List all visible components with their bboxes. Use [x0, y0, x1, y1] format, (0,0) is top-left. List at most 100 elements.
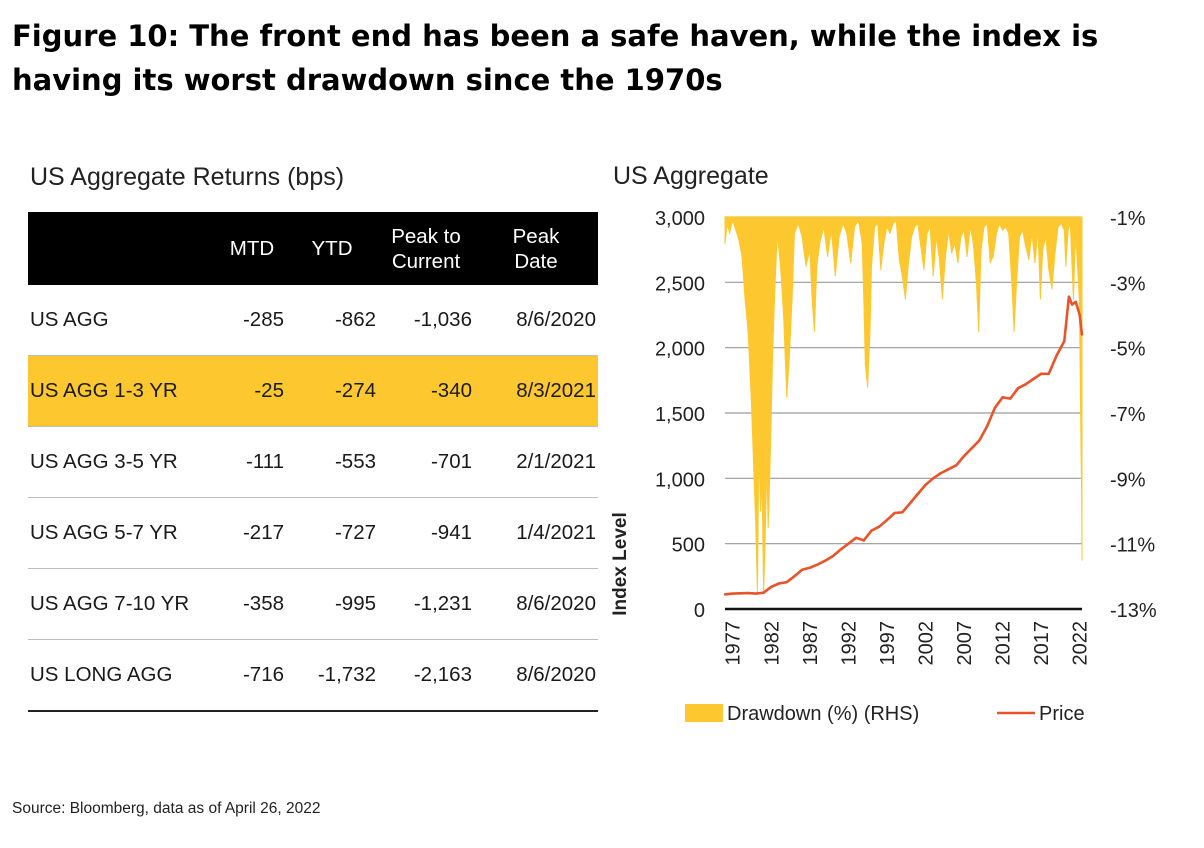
- drawdown-point: [917, 222, 919, 225]
- drawdown-point: [1005, 226, 1007, 228]
- row-name: US AGG 3-5 YR: [28, 426, 218, 498]
- drawdown-point: [809, 249, 811, 251]
- chart-title: US Aggregate: [613, 162, 769, 190]
- price-point: [1024, 383, 1027, 386]
- drawdown-point: [1078, 298, 1080, 300]
- drawdown-point: [1080, 428, 1082, 430]
- figure-title: Figure 10: The front end has been a safe…: [12, 19, 1099, 97]
- price-point: [978, 439, 981, 442]
- row-ytd: -1,732: [286, 639, 378, 712]
- drawdown-point: [914, 226, 916, 228]
- price-point: [1016, 387, 1020, 390]
- drawdown-point: [735, 229, 737, 231]
- row-name: US AGG 1-3 YR: [28, 355, 218, 427]
- y-right-tick-label: -5%: [1110, 339, 1146, 361]
- drawdown-point: [926, 232, 928, 234]
- price-point: [1078, 313, 1081, 317]
- price-point: [993, 406, 997, 409]
- price-point: [1039, 372, 1043, 375]
- drawdown-point: [1018, 236, 1021, 238]
- drawdown-point: [1013, 330, 1015, 332]
- price-point: [839, 548, 842, 551]
- price-point: [924, 483, 927, 487]
- y-axis-label: Index Level: [610, 512, 631, 616]
- x-tick-label: 2007: [954, 621, 976, 666]
- drawdown-point: [724, 242, 726, 244]
- x-tick-label: 1982: [761, 621, 783, 666]
- drawdown-point: [1028, 258, 1030, 261]
- drawdown-point: [889, 232, 891, 234]
- drawdown-point: [813, 330, 815, 332]
- drawdown-point: [932, 275, 934, 277]
- price-point: [1080, 333, 1084, 336]
- drawdown-point: [766, 461, 768, 463]
- drawdown-point: [948, 229, 950, 231]
- header-mtd: MTD: [218, 212, 286, 285]
- drawdown-point: [772, 347, 774, 349]
- price-point: [908, 502, 912, 505]
- drawdown-point: [830, 229, 832, 231]
- row-peak-date: 8/3/2021: [474, 355, 598, 427]
- x-tick-label: 1987: [800, 621, 822, 666]
- row-mtd: -716: [218, 639, 286, 712]
- price-point: [762, 591, 765, 594]
- drawdown-point: [761, 477, 763, 479]
- drawdown-point: [726, 222, 728, 225]
- price-point: [1067, 295, 1071, 298]
- drawdown-point: [764, 543, 766, 545]
- drawdown-point: [861, 242, 863, 244]
- drawdown-point: [992, 255, 994, 257]
- drawdown-point: [911, 236, 913, 238]
- row-peak-to-current: -701: [378, 426, 474, 498]
- drawdown-point: [779, 265, 782, 267]
- drawdown-point: [1071, 265, 1073, 267]
- price-point: [847, 542, 850, 545]
- drawdown-point: [758, 445, 760, 447]
- drawdown-point: [1025, 245, 1027, 247]
- drawdown-point: [1037, 229, 1039, 231]
- x-tick-label: 1992: [838, 621, 860, 666]
- row-peak-to-current: -1,231: [378, 568, 474, 640]
- header-peak-to-current: Peak to Current: [378, 212, 474, 285]
- drawdown-point: [877, 222, 879, 225]
- row-mtd: -25: [218, 355, 286, 427]
- drawdown-point: [770, 412, 772, 414]
- table-row: US AGG 5-7 YR -217 -727 -941 1/4/2021: [28, 497, 598, 569]
- price-point: [754, 592, 757, 595]
- price-point: [831, 554, 835, 558]
- drawdown-point: [986, 222, 988, 225]
- row-ytd: -727: [286, 497, 378, 569]
- y-tick-label: 2,000: [655, 339, 705, 361]
- y-right-tick-label: -13%: [1110, 600, 1157, 622]
- table-title: US Aggregate Returns (bps): [30, 163, 345, 191]
- drawdown-point: [969, 226, 971, 228]
- table-row: US LONG AGG -716 -1,732 -2,163 8/6/2020: [28, 639, 598, 712]
- drawdown-point: [867, 386, 869, 388]
- row-peak-date: 1/4/2021: [474, 497, 598, 569]
- price-point: [893, 511, 896, 515]
- header-blank: [28, 212, 218, 285]
- drawdown-point: [1042, 249, 1044, 251]
- row-name: US AGG 7-10 YR: [28, 568, 218, 640]
- price-point: [1001, 396, 1004, 399]
- price-point: [1055, 354, 1058, 357]
- price-point: [932, 477, 935, 480]
- drawdown-point: [1015, 281, 1018, 283]
- price-point: [878, 525, 881, 528]
- drawdown-point: [1011, 281, 1013, 283]
- drawdown-point: [904, 298, 906, 300]
- price-point: [885, 518, 889, 522]
- drawdown-point: [819, 242, 821, 244]
- header-peak-line2: Current: [391, 249, 461, 273]
- drawdown-point: [874, 226, 876, 228]
- x-tick-label: 2017: [1031, 621, 1053, 666]
- table-body: US AGG -285 -862 -1,036 8/6/2020 US AGG 1-3 Y…: [28, 285, 598, 712]
- drawdown-point: [1081, 559, 1083, 561]
- drawdown-point: [1048, 268, 1050, 270]
- drawdown-point: [1067, 229, 1069, 231]
- row-peak-to-current: -1,036: [378, 285, 474, 356]
- row-name: US AGG: [28, 285, 218, 356]
- price-point: [723, 593, 727, 596]
- drawdown-point: [870, 265, 873, 267]
- drawdown-point: [923, 268, 925, 270]
